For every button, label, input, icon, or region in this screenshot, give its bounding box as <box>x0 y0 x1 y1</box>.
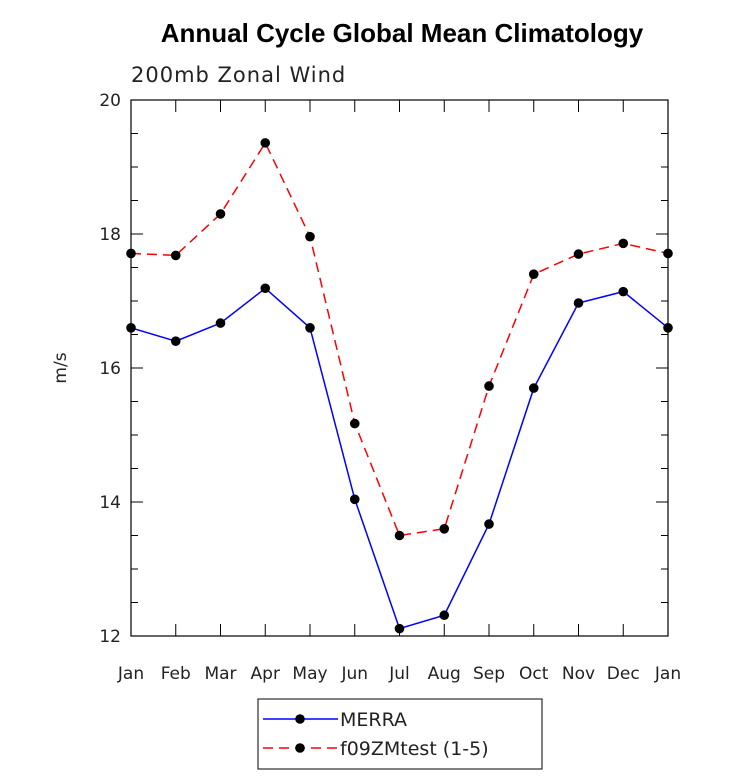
series-layer <box>126 138 673 634</box>
legend-marker-1 <box>295 743 305 753</box>
x-tick-label: Oct <box>519 664 549 684</box>
chart-title: Annual Cycle Global Mean Climatology <box>161 18 644 48</box>
legend-label-1: f09ZMtest (1-5) <box>340 738 489 760</box>
series-1-point <box>439 524 450 534</box>
series-1-point <box>126 248 136 259</box>
x-tick-label: Feb <box>161 664 191 684</box>
x-tick-label: Jul <box>388 664 410 684</box>
series-0-point <box>484 519 494 529</box>
series-line-0 <box>130 287 669 630</box>
series-1-point <box>215 209 226 219</box>
x-tick-label: Mar <box>204 664 236 684</box>
series-0-point <box>349 494 360 505</box>
x-tick-label: Jan <box>654 664 681 684</box>
y-tick-label: 18 <box>99 225 121 245</box>
y-tick-label: 12 <box>99 627 121 647</box>
plot-frame <box>130 99 669 637</box>
series-1-point <box>305 231 315 242</box>
series-1-point <box>618 238 629 249</box>
x-tick-label: May <box>292 664 327 684</box>
x-tick-label: Nov <box>562 664 595 684</box>
series-0-point <box>260 283 271 294</box>
series-1-point <box>394 530 405 541</box>
series-0-point <box>126 323 136 333</box>
series-0-point <box>663 323 673 333</box>
series-0-point <box>394 623 405 634</box>
y-axis-ticks: 12 14 16 18 20 <box>99 91 668 647</box>
x-axis-ticks: Jan Feb Mar Apr May Jun Jul Aug Sep Oct Nov Dec Jan <box>117 100 681 684</box>
series-0-point <box>215 318 226 328</box>
x-tick-label: Dec <box>607 664 640 684</box>
x-tick-label: Jun <box>340 664 368 684</box>
series-line-1 <box>130 141 669 537</box>
series-1-point <box>528 269 539 280</box>
x-tick-label: Aug <box>428 664 461 684</box>
x-tick-label: Apr <box>251 664 280 684</box>
series-0-point <box>305 323 315 333</box>
series-1-point <box>663 248 673 259</box>
series-1-point <box>349 418 360 429</box>
y-tick-label: 14 <box>99 493 121 513</box>
series-0-point <box>573 298 584 308</box>
legend-label-0: MERRA <box>340 709 407 731</box>
series-0-point <box>439 610 450 621</box>
x-tick-label: Sep <box>473 664 505 684</box>
series-1-point <box>484 381 494 391</box>
legend-marker-0 <box>295 714 305 724</box>
series-1-point <box>573 249 584 259</box>
series-0-point <box>170 336 181 347</box>
series-0-point <box>528 383 539 393</box>
legend-items: MERRA f09ZMtest (1-5) <box>263 709 489 760</box>
y-axis-label: m/s <box>51 352 71 383</box>
series-1-point <box>170 250 181 261</box>
legend: MERRA f09ZMtest (1-5) <box>257 698 543 770</box>
chart-subtitle: 200mb Zonal Wind <box>131 63 346 87</box>
series-1-point <box>260 138 271 148</box>
legend-box <box>257 698 543 770</box>
x-tick-label: Jan <box>117 664 144 684</box>
y-tick-label: 16 <box>99 359 121 379</box>
y-tick-label: 20 <box>99 91 121 111</box>
series-0-point <box>618 286 629 297</box>
